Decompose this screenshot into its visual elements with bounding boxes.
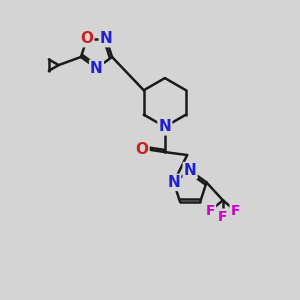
Text: O: O <box>80 31 93 46</box>
Text: N: N <box>100 31 112 46</box>
Text: F: F <box>231 204 240 218</box>
Text: N: N <box>184 163 196 178</box>
Text: F: F <box>206 204 215 218</box>
Text: N: N <box>158 119 171 134</box>
Text: N: N <box>167 175 180 190</box>
Text: F: F <box>218 210 228 224</box>
Text: N: N <box>90 61 103 76</box>
Text: O: O <box>136 142 148 157</box>
